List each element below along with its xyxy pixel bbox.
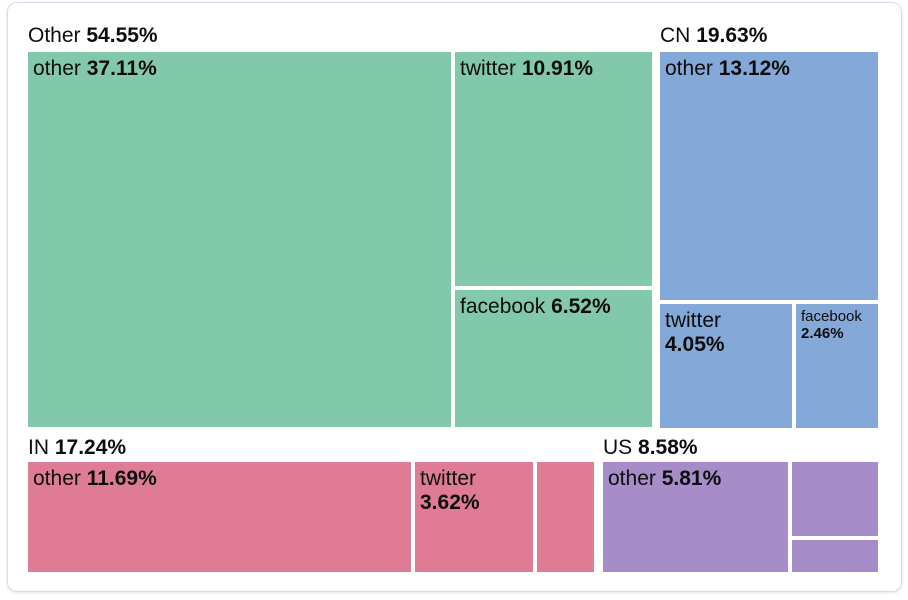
cell-value: 37.11% xyxy=(86,57,157,80)
treemap-cell-us-2[interactable] xyxy=(792,540,878,572)
treemap-cell-other-facebook[interactable]: facebook 6.52% xyxy=(455,290,652,427)
cell-value: 2.46% xyxy=(801,324,844,342)
treemap-cell-us-1[interactable] xyxy=(792,462,878,536)
group-label-us: US 8.58% xyxy=(603,437,698,458)
group-name: Other xyxy=(28,24,81,47)
cell-name: twitter xyxy=(460,57,517,80)
group-value: 17.24% xyxy=(54,436,127,459)
cell-value: 13.12% xyxy=(718,57,790,80)
cell-name: twitter xyxy=(420,467,477,490)
treemap-cell-in-twitter[interactable]: twitter 3.62% xyxy=(415,462,533,572)
cell-value: 11.69% xyxy=(86,467,157,490)
group-value: 8.58% xyxy=(638,436,698,459)
group-name: US xyxy=(603,436,633,459)
cell-name: other xyxy=(665,57,713,80)
treemap-cell-other-other[interactable]: other 37.11% xyxy=(28,52,451,427)
cell-name: other xyxy=(33,57,81,80)
cell-name: other xyxy=(33,467,81,490)
cell-value: 6.52% xyxy=(551,295,611,318)
treemap-cell-in-other[interactable]: other 11.69% xyxy=(28,462,411,572)
treemap-cell-other-twitter[interactable]: twitter 10.91% xyxy=(455,52,652,286)
cell-value: 5.81% xyxy=(661,467,722,490)
cell-name: facebook xyxy=(460,295,546,318)
cell-name: twitter xyxy=(665,309,722,332)
cell-value: 10.91% xyxy=(521,57,594,80)
cell-name: other xyxy=(608,467,656,490)
treemap-cell-us-other[interactable]: other 5.81% xyxy=(603,462,788,572)
treemap-cell-cn-other[interactable]: other 13.12% xyxy=(660,52,878,300)
cell-value: 4.05% xyxy=(665,332,725,356)
group-label-cn: CN 19.63% xyxy=(660,25,767,46)
cell-name: facebook xyxy=(801,308,862,325)
treemap-cell-cn-twitter[interactable]: twitter 4.05% xyxy=(660,304,792,428)
treemap-cell-cn-facebook[interactable]: facebook 2.46% xyxy=(796,304,878,428)
group-name: CN xyxy=(660,24,691,47)
group-value: 54.55% xyxy=(86,24,158,47)
group-name: IN xyxy=(28,436,49,459)
group-value: 19.63% xyxy=(696,24,768,47)
cell-value: 3.62% xyxy=(420,490,480,514)
treemap-cell-in-2[interactable] xyxy=(537,462,594,572)
group-label-in: IN 17.24% xyxy=(28,437,126,458)
group-label-other: Other 54.55% xyxy=(28,25,158,46)
